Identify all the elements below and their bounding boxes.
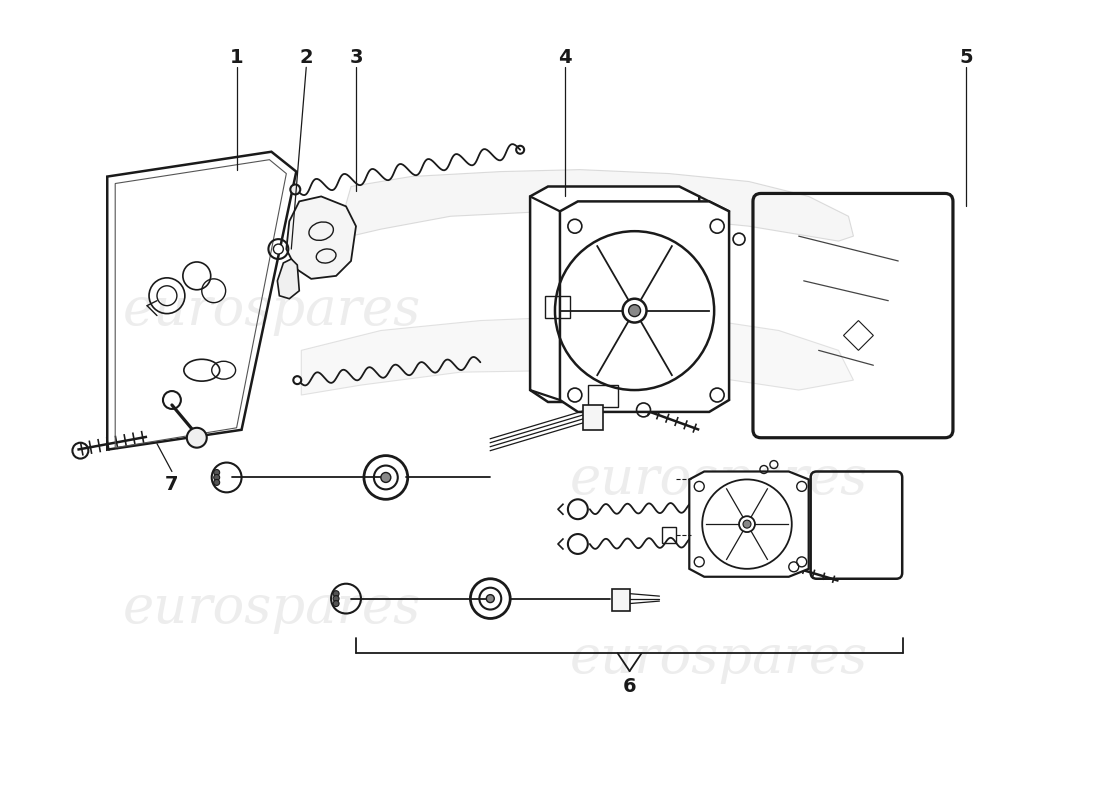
Bar — [612, 589, 629, 610]
Circle shape — [294, 376, 301, 384]
Circle shape — [333, 596, 339, 602]
Circle shape — [333, 601, 339, 606]
Polygon shape — [560, 202, 729, 412]
Text: 2: 2 — [299, 48, 314, 67]
Circle shape — [628, 305, 640, 317]
Polygon shape — [277, 259, 299, 298]
Polygon shape — [690, 471, 808, 577]
Text: 7: 7 — [165, 475, 178, 494]
Text: 5: 5 — [959, 48, 972, 67]
Circle shape — [213, 470, 220, 475]
Text: 3: 3 — [349, 48, 363, 67]
Circle shape — [274, 244, 284, 254]
Bar — [583, 405, 603, 430]
Circle shape — [742, 520, 751, 528]
Bar — [662, 527, 676, 543]
Circle shape — [290, 185, 300, 194]
Circle shape — [381, 473, 390, 482]
Circle shape — [187, 428, 207, 448]
Text: 6: 6 — [623, 677, 637, 695]
Circle shape — [213, 474, 220, 481]
Circle shape — [623, 298, 647, 322]
Text: eurospares: eurospares — [570, 454, 868, 505]
Circle shape — [739, 516, 755, 532]
Text: 1: 1 — [230, 48, 243, 67]
Circle shape — [333, 590, 339, 597]
Text: eurospares: eurospares — [570, 633, 868, 684]
Circle shape — [213, 479, 220, 486]
Polygon shape — [301, 315, 854, 395]
Circle shape — [486, 594, 494, 602]
Polygon shape — [530, 186, 700, 402]
Bar — [587, 385, 618, 407]
Bar — [544, 296, 570, 318]
Text: eurospares: eurospares — [122, 583, 420, 634]
Polygon shape — [286, 197, 356, 279]
Polygon shape — [341, 170, 854, 241]
Text: 4: 4 — [558, 48, 572, 67]
Text: eurospares: eurospares — [122, 285, 420, 336]
